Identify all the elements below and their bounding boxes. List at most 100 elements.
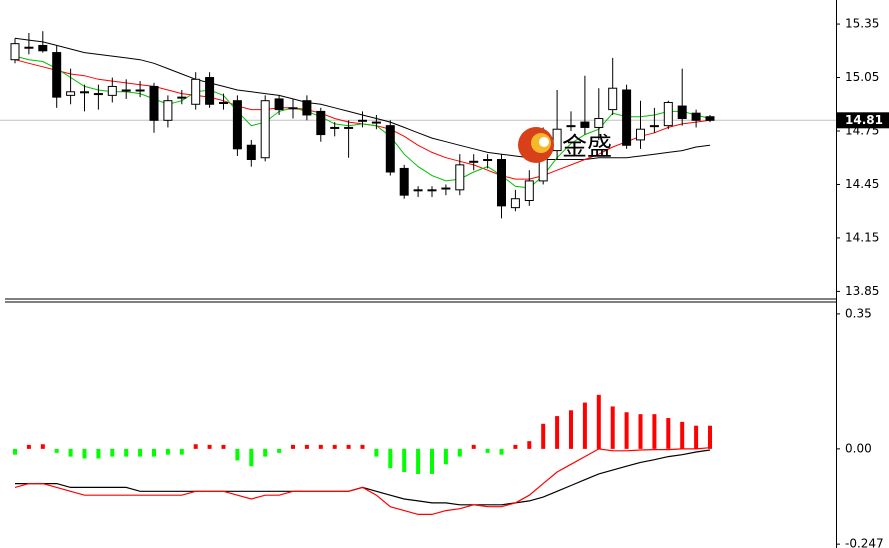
watermark: 金盛	[518, 127, 612, 163]
histogram-bar	[541, 423, 546, 449]
candle-body	[302, 100, 312, 116]
candle-body	[274, 98, 284, 111]
histogram-bar	[596, 394, 601, 449]
candle-body	[385, 125, 395, 173]
candle-body	[135, 89, 145, 92]
histogram-bar	[40, 444, 45, 449]
candle-body	[636, 128, 645, 141]
candle-body	[219, 101, 228, 104]
candle-body	[149, 85, 159, 121]
candle-body	[497, 159, 506, 207]
histogram-bar	[471, 444, 476, 449]
histogram-bar	[374, 448, 379, 457]
histogram-bar	[430, 448, 434, 474]
candle-body	[10, 43, 20, 61]
histogram-bar	[110, 448, 115, 457]
candle-body	[427, 189, 437, 192]
y-tick-label: 0.00	[845, 441, 872, 455]
candle-body	[107, 85, 117, 96]
histogram-bar	[346, 444, 351, 449]
histogram-bar	[207, 444, 212, 449]
candle-body	[413, 189, 423, 192]
histogram-bar	[402, 448, 407, 473]
candle-body	[691, 112, 701, 121]
candle-body	[191, 78, 201, 105]
candle-body	[399, 167, 409, 196]
candle-body	[580, 121, 590, 128]
histogram-bar	[485, 448, 490, 453]
histogram-bar	[291, 444, 295, 449]
candle-body	[205, 77, 215, 105]
histogram-bar	[165, 448, 170, 455]
histogram-bar	[304, 444, 309, 449]
histogram-bar	[318, 444, 323, 449]
candle-body	[552, 128, 562, 152]
candle-body	[510, 198, 520, 209]
y-tick-label: 13.85	[845, 284, 879, 298]
histogram-bar	[666, 418, 671, 449]
histogram-bar	[652, 414, 657, 449]
candle-body	[163, 100, 173, 121]
y-tick-label: 14.15	[845, 230, 879, 244]
histogram-bar	[235, 448, 240, 461]
histogram-bar	[555, 416, 560, 449]
histogram-bar	[443, 448, 448, 465]
histogram-bar	[416, 448, 421, 474]
y-tick-label: 15.35	[845, 17, 879, 31]
histogram-bar	[193, 444, 198, 449]
histogram-bar	[82, 448, 87, 459]
candle-body	[705, 116, 715, 121]
candle-body	[524, 180, 534, 202]
candle-body	[316, 110, 326, 136]
histogram-bar	[680, 421, 685, 449]
histogram-bar	[638, 414, 643, 449]
candle-body	[93, 93, 103, 96]
y-tick-label: -0.247	[845, 537, 884, 548]
histogram-bar	[457, 448, 462, 457]
candle-body	[649, 125, 659, 128]
candle-body	[80, 91, 89, 94]
y-tick-label: 14.45	[845, 177, 879, 191]
histogram-bar	[582, 402, 587, 449]
histogram-bar	[138, 448, 143, 457]
candle-body	[371, 121, 381, 124]
histogram-bar	[54, 448, 59, 453]
candle-body	[441, 187, 451, 190]
histogram-bar	[249, 448, 254, 467]
candle-body	[232, 100, 242, 150]
histogram-bar	[360, 444, 365, 449]
last-price-box	[837, 112, 889, 129]
histogram-bar	[179, 448, 184, 455]
candle-body	[52, 52, 62, 98]
candle-body	[469, 160, 479, 163]
candle-body	[66, 91, 76, 96]
candle-body	[594, 118, 604, 128]
histogram-bar	[277, 448, 282, 453]
histogram-bar	[332, 444, 337, 449]
histogram-bar	[527, 441, 532, 449]
histogram-bar	[26, 444, 31, 449]
candle-body	[455, 164, 465, 191]
candle-body	[344, 126, 354, 129]
candle-body	[121, 89, 131, 92]
candle-body	[288, 107, 298, 110]
watermark-logo	[539, 137, 549, 147]
candle-body	[24, 46, 34, 49]
histogram-bar	[499, 448, 504, 455]
candle-body	[260, 100, 270, 159]
histogram-bar	[708, 425, 712, 449]
candle-body	[483, 159, 493, 162]
watermark-text: 金盛	[562, 132, 612, 161]
candle-body	[608, 87, 618, 111]
candle-body	[677, 105, 687, 120]
y-tick-label: 15.05	[845, 70, 879, 84]
histogram-bar	[152, 448, 156, 457]
candle-body	[246, 144, 256, 161]
last-price-label: 14.81	[845, 113, 883, 127]
histogram-bar	[388, 448, 393, 469]
candle-body	[330, 126, 340, 129]
candle-body	[358, 119, 367, 122]
histogram-bar	[513, 444, 518, 449]
